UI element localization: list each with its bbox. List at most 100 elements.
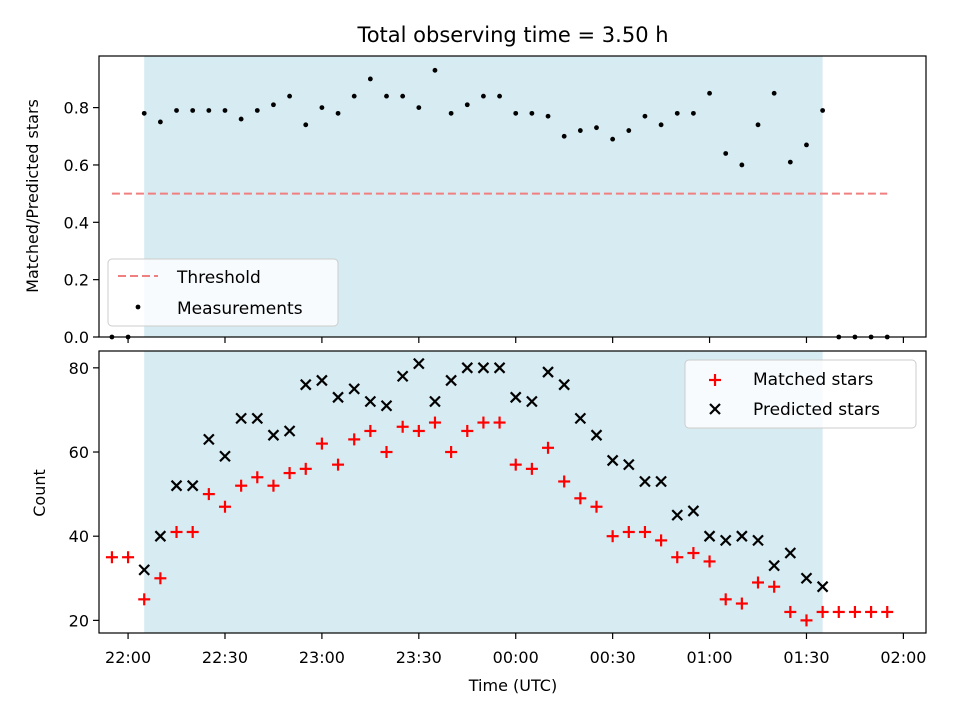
- bottom-y-tick-label: 60: [69, 443, 89, 462]
- measurement-point: [190, 108, 196, 113]
- matched-star-point: [477, 416, 490, 429]
- matched-star-point: [154, 572, 167, 585]
- bottom-y-axis-label: Count: [30, 469, 49, 517]
- top-y-tick-label: 0.8: [64, 99, 89, 118]
- measurement-point: [157, 119, 163, 125]
- matched-star-point: [638, 525, 651, 538]
- top-legend: Threshold Measurements: [107, 258, 339, 327]
- measurement-point: [529, 110, 535, 116]
- matched-legend-marker: [709, 374, 721, 386]
- x-tick-label: 22:00: [105, 648, 151, 667]
- matched-star-point: [687, 547, 700, 560]
- measurement-point: [448, 110, 454, 116]
- predicted-star-point: [574, 412, 587, 425]
- predicted-star-point: [703, 530, 716, 542]
- x-tick-label: 01:00: [687, 648, 733, 667]
- matched-star-point: [590, 500, 603, 513]
- measurement-point: [174, 108, 179, 113]
- bottom-plot-frame: [98, 350, 927, 634]
- matched-star-point: [881, 605, 894, 618]
- predicted-star-point: [768, 559, 780, 572]
- measurement-point: [238, 116, 244, 122]
- predicted-star-point: [413, 357, 425, 370]
- matched-star-point: [703, 555, 716, 568]
- predicted-star-point: [429, 395, 441, 408]
- measurement-point: [206, 108, 212, 113]
- measurement-point: [545, 113, 551, 119]
- measurement-point: [658, 122, 664, 128]
- matched-star-point: [170, 525, 183, 538]
- bottom-panel: 20 40 60 80 22:00 22:30 23:00 23:30 00:00 00:30 0…: [30, 350, 927, 695]
- measurement-point: [820, 108, 826, 113]
- matched-star-point: [105, 551, 118, 564]
- x-tick-label: 23:00: [299, 648, 345, 667]
- measurement-point: [674, 110, 680, 116]
- measurement-point: [222, 108, 228, 113]
- measurement-point: [513, 110, 519, 116]
- measurement-point: [561, 133, 567, 139]
- x-tick-label: 00:30: [590, 648, 636, 667]
- measurement-point: [626, 128, 632, 133]
- predicted-star-point: [736, 530, 748, 542]
- predicted-star-point: [590, 429, 603, 441]
- measurement-point: [367, 76, 373, 82]
- measurement-point: [416, 105, 422, 111]
- predicted-star-point: [784, 547, 797, 559]
- matched-star-point: [267, 479, 280, 492]
- matched-star-point: [283, 467, 296, 480]
- measurement-point: [771, 90, 777, 96]
- matched-star-point: [396, 420, 409, 433]
- predicted-star-point: [138, 564, 151, 576]
- matched-star-point: [218, 500, 231, 513]
- matched-star-point: [202, 488, 215, 501]
- predicted-star-point: [461, 362, 474, 374]
- matched-star-point: [235, 479, 248, 492]
- predicted-star-point: [251, 412, 264, 425]
- matched-star-point: [315, 437, 328, 450]
- predicted-star-point: [283, 425, 296, 437]
- measurement-point: [464, 102, 470, 108]
- predicted-star-point: [509, 391, 522, 404]
- x-tick-label: 22:30: [202, 648, 248, 667]
- top-y-tick-label: 0.0: [64, 328, 89, 347]
- matched-star-point: [832, 605, 845, 618]
- predicted-star-point: [316, 374, 328, 387]
- matched-star-point: [380, 446, 393, 459]
- measurement-point: [804, 142, 809, 148]
- predicted-star-point: [348, 383, 360, 395]
- matched-star-point: [509, 458, 522, 471]
- bottom-legend: Matched stars Predicted stars: [684, 359, 917, 429]
- measurement-point: [141, 110, 147, 116]
- predicted-star-point: [639, 475, 651, 488]
- top-panel: 0.00.20.40.60.8 Matched/Predicted stars …: [23, 55, 927, 347]
- x-tick-label: 01:30: [783, 648, 829, 667]
- chart-title: Total observing time = 3.50 h: [356, 23, 668, 47]
- bottom-legend-box: [684, 359, 917, 429]
- measurement-point: [351, 93, 357, 99]
- matched-legend-label: Matched stars: [753, 370, 873, 390]
- matched-star-point: [299, 462, 312, 475]
- predicted-star-point: [380, 399, 393, 412]
- x-tick-label: 00:00: [493, 648, 539, 667]
- predicted-star-point: [267, 429, 280, 441]
- top-y-axis-label: Matched/Predicted stars: [23, 99, 42, 293]
- matched-star-point: [412, 424, 425, 437]
- top-y-tick-label: 0.6: [64, 156, 89, 175]
- predicted-star-point: [396, 370, 409, 383]
- predicted-star-point: [558, 378, 570, 391]
- measurement-point: [755, 122, 761, 128]
- measurement-point: [787, 159, 793, 165]
- predicted-star-point: [816, 580, 829, 593]
- top-plot-frame: [98, 55, 927, 338]
- matched-star-point: [865, 605, 878, 618]
- measurement-point: [254, 108, 260, 113]
- matched-star-point: [768, 580, 781, 593]
- predicted-star-point: [477, 362, 490, 374]
- predicted-star-point: [542, 366, 554, 378]
- x-tick-label: 02:00: [880, 648, 926, 667]
- predicted-star-point: [752, 534, 764, 547]
- predicted-star-point: [623, 458, 635, 471]
- matched-star-point: [752, 576, 765, 589]
- matched-star-point: [525, 462, 538, 475]
